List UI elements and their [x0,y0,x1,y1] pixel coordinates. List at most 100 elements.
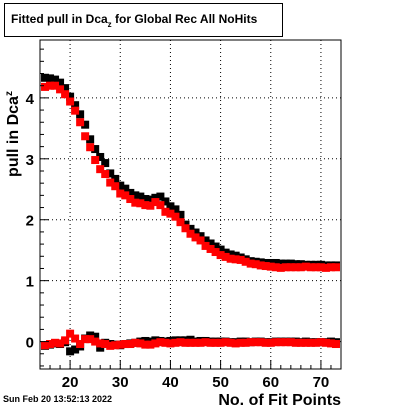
y-axis-label-subscript: z [4,91,15,96]
data-point-series-4 [251,338,260,347]
data-point-series-2 [196,236,205,245]
data-point-series-1 [271,258,280,267]
data-point-series-4 [76,340,85,349]
data-point-series-4 [71,334,80,343]
chart-title-main: Fitted pull in Dca [11,12,108,26]
chart-title-box: Fitted pull in Dcaz for Global Rec All N… [4,3,283,37]
marks-layer [41,73,340,356]
x-tick-label: 70 [313,374,330,391]
data-point-series-4 [261,338,270,347]
data-point-series-2 [106,178,115,187]
data-point-series-2 [236,255,245,264]
data-point-series-1 [81,120,90,129]
data-point-series-2 [66,97,75,106]
data-point-series-3 [66,347,75,356]
data-point-series-2 [221,252,230,261]
data-point-series-1 [126,188,135,197]
data-point-series-4 [146,340,155,349]
y-tick-label: 1 [26,274,34,291]
data-point-series-4 [106,341,115,350]
data-point-series-4 [306,338,315,347]
data-point-series-1 [46,74,55,83]
data-point-series-2 [176,218,185,227]
data-point-series-2 [136,199,145,208]
data-point-series-2 [206,244,215,253]
data-point-series-2 [211,248,220,257]
data-point-series-4 [176,338,185,347]
grid-layer [40,40,341,369]
data-point-series-2 [96,165,105,174]
data-point-series-2 [231,255,240,264]
data-point-series-2 [306,263,315,272]
data-point-series-2 [256,261,265,270]
data-point-series-4 [331,340,340,349]
data-point-series-4 [56,339,65,348]
data-point-series-1 [86,135,95,144]
data-point-series-4 [271,338,280,347]
data-point-series-2 [51,81,60,90]
data-point-series-4 [246,338,255,347]
data-point-series-4 [206,338,215,347]
data-point-series-1 [136,192,145,201]
data-point-series-4 [131,338,140,347]
data-point-series-4 [221,338,230,347]
data-point-series-2 [166,209,175,218]
tick-labels-layer: 20 30 40 50 60 70 0 1 2 3 4 [26,91,330,391]
data-point-series-2 [241,257,250,266]
data-point-series-2 [266,262,275,271]
chart-title: Fitted pull in Dcaz for Global Rec All N… [11,12,257,29]
data-point-series-4 [241,338,250,347]
data-point-series-1 [121,184,130,193]
data-point-series-4 [86,335,95,344]
data-point-series-1 [141,195,150,204]
data-point-series-1 [156,192,165,201]
data-point-series-4 [236,338,245,347]
data-point-series-2 [41,82,50,91]
data-point-series-2 [251,260,260,269]
data-point-series-4 [161,338,170,347]
data-point-series-1 [96,152,105,161]
data-point-series-2 [56,85,65,94]
data-point-series-3 [96,343,105,352]
y-axis-label-main: pull in Dca [5,96,22,177]
data-point-series-4 [61,336,70,345]
data-point-series-4 [181,338,190,347]
x-tick-label: 30 [112,374,129,391]
x-tick-label: 50 [212,374,229,391]
data-point-series-2 [301,262,310,271]
data-point-series-2 [316,263,325,272]
data-point-series-1 [101,159,110,168]
x-tick-label: 60 [262,374,279,391]
data-point-series-4 [291,338,300,347]
data-point-series-2 [131,198,140,207]
data-point-series-1 [61,84,70,93]
x-tick-label: 40 [162,374,179,391]
data-point-series-2 [116,189,125,198]
data-point-series-4 [126,340,135,349]
y-tick-label: 4 [26,91,35,108]
data-point-series-1 [221,248,230,257]
data-point-series-1 [176,210,185,219]
data-point-series-1 [196,232,205,241]
data-point-series-2 [171,212,180,221]
data-point-series-4 [81,335,90,344]
data-point-series-1 [76,110,85,119]
data-point-series-1 [106,169,115,178]
data-point-series-2 [91,156,100,165]
data-point-series-2 [126,195,135,204]
data-point-series-1 [131,191,140,200]
data-point-series-2 [191,233,200,242]
data-point-series-4 [111,341,120,350]
data-point-series-1 [166,202,175,211]
data-point-series-1 [276,259,285,268]
data-point-series-2 [76,118,85,127]
data-point-series-4 [211,338,220,347]
data-point-series-2 [291,263,300,272]
data-point-series-4 [166,339,175,348]
data-point-series-1 [51,75,60,84]
data-point-series-2 [246,259,255,268]
data-point-series-2 [111,182,120,191]
data-point-series-2 [331,263,340,272]
data-point-series-4 [91,337,100,346]
